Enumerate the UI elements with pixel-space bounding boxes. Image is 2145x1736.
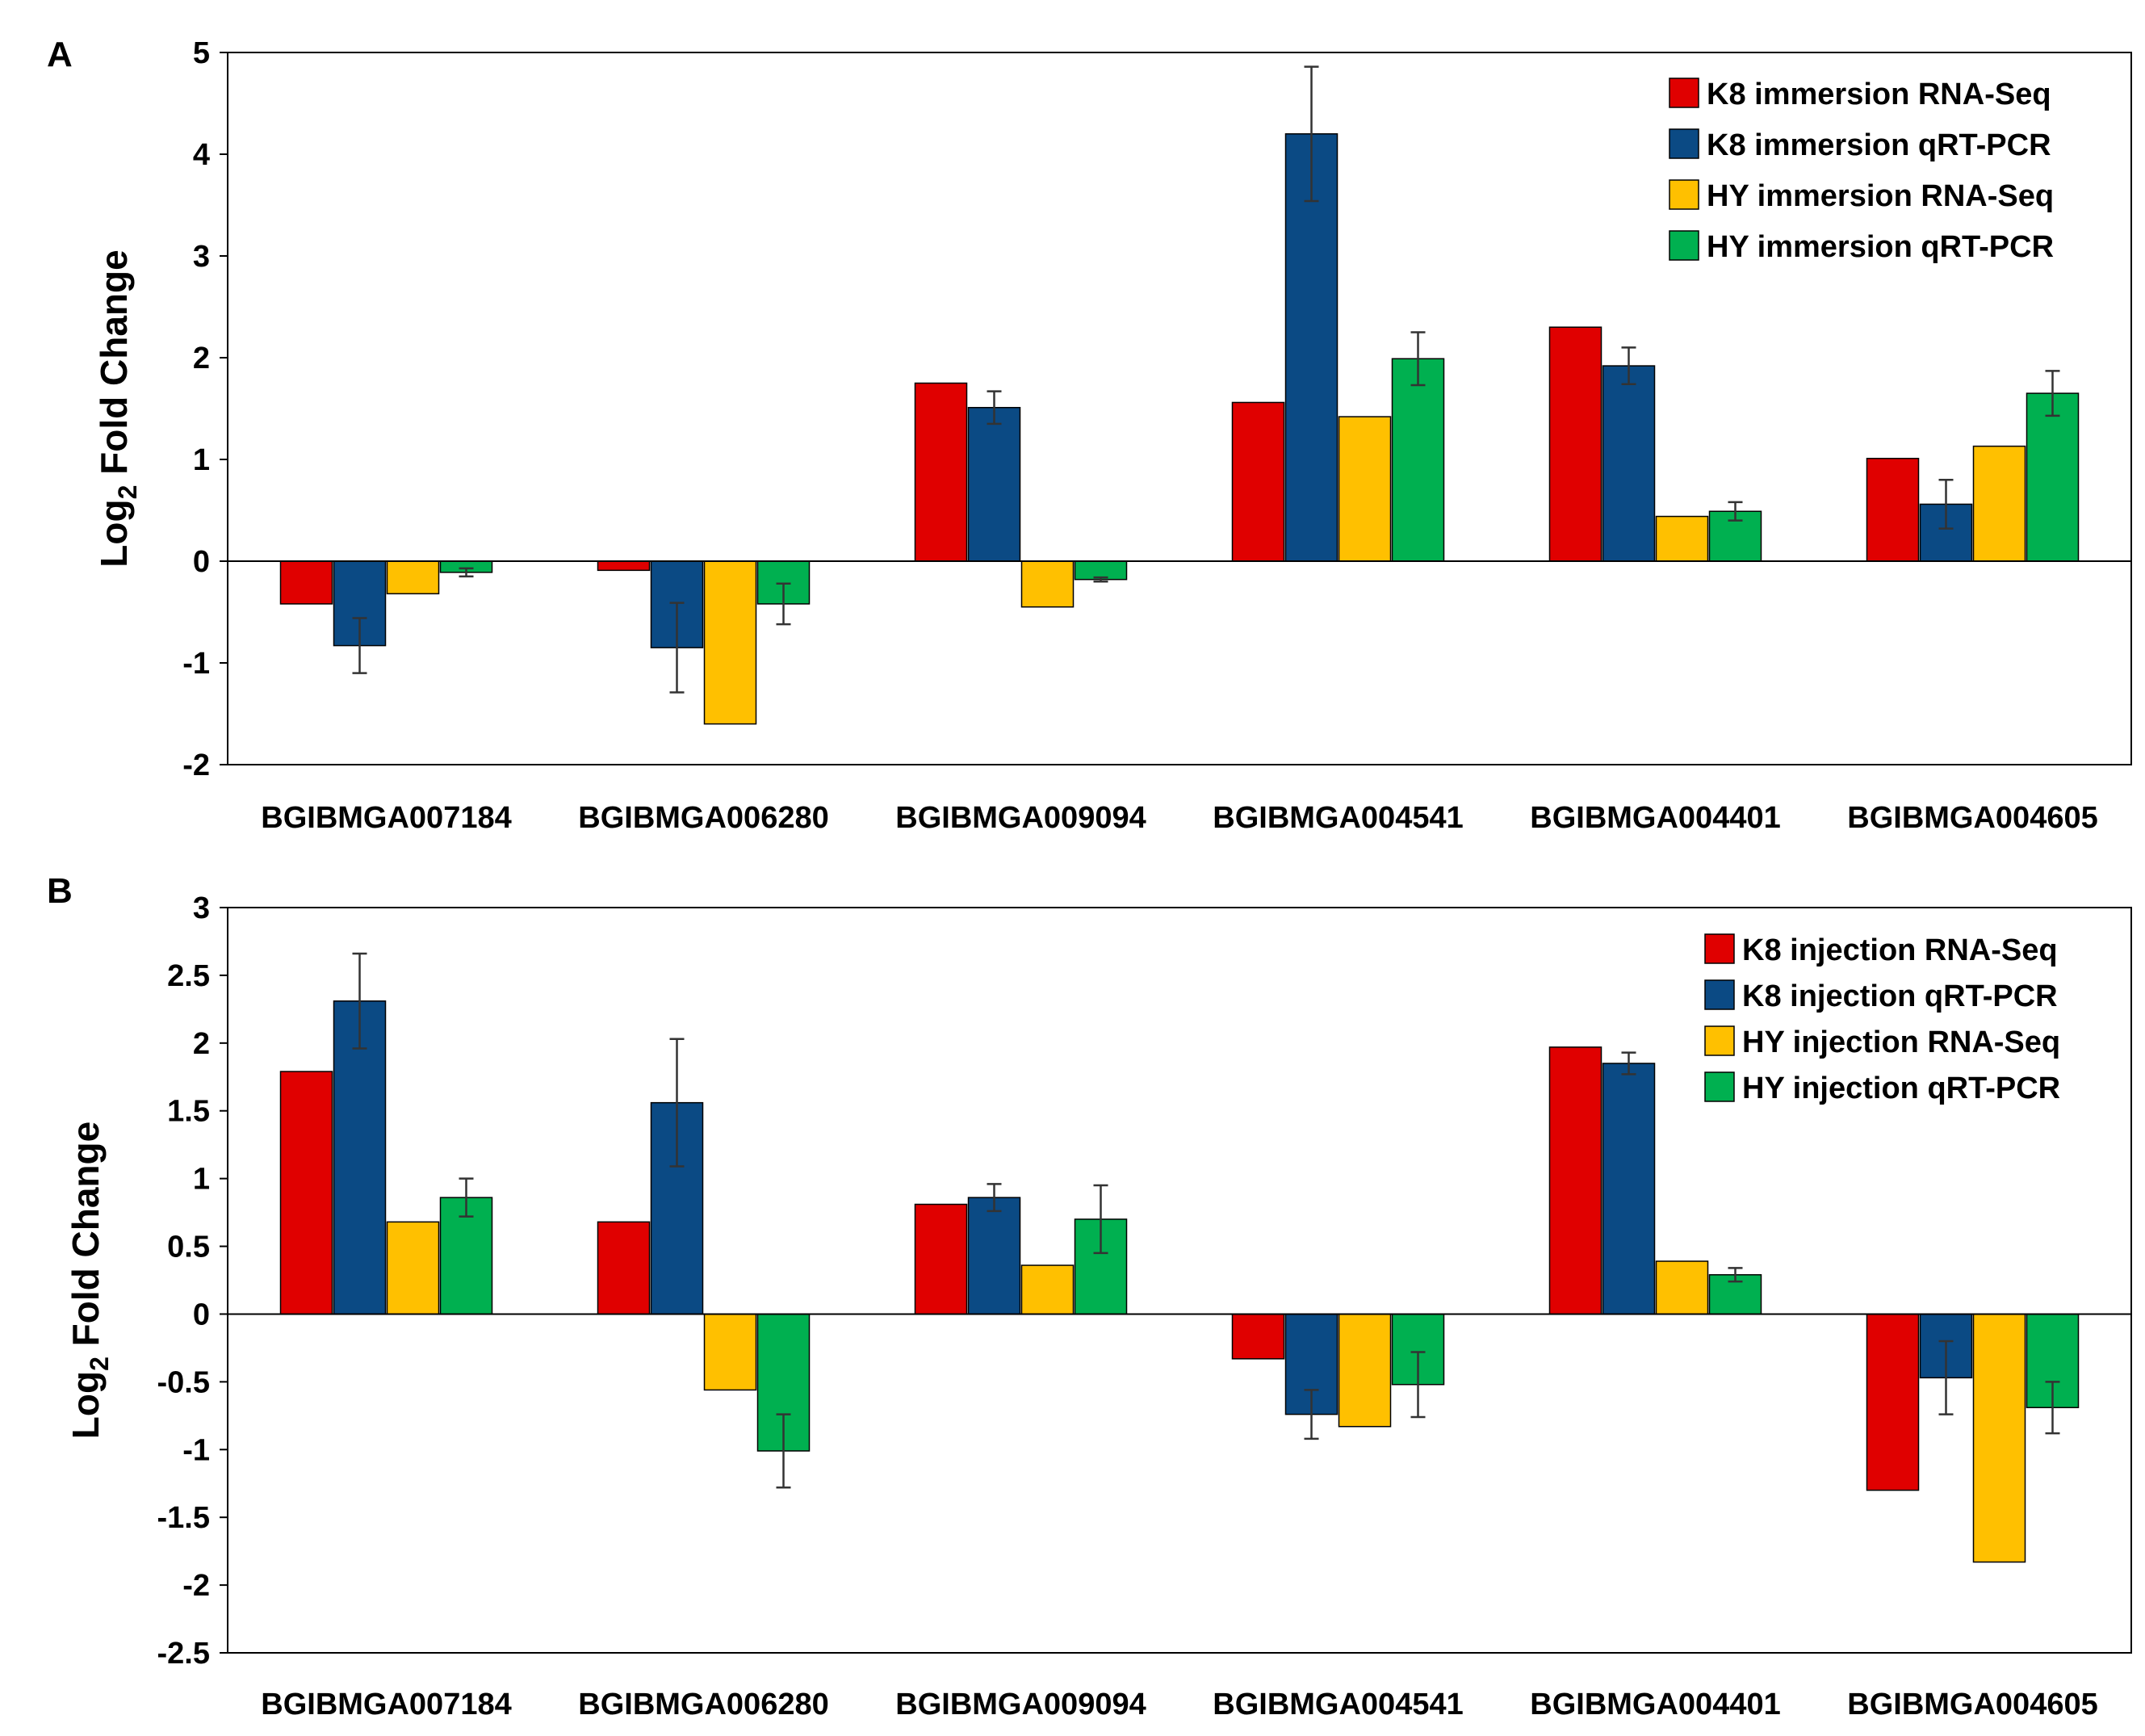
- y-tick-label: 2: [193, 342, 210, 375]
- legend-swatch: [1669, 230, 1699, 261]
- y-tick-label: 2.5: [167, 959, 210, 993]
- legend-entry: HY immersion qRT-PCR: [1707, 230, 2054, 264]
- bar: [279, 560, 333, 605]
- bar: [1020, 560, 1075, 608]
- bar: [1391, 358, 1445, 562]
- bar: [279, 1071, 333, 1315]
- legend: K8 immersion RNA-Seq K8 immersion qRT-PCR…: [1669, 78, 2054, 264]
- bar: [1919, 503, 1973, 562]
- category-label: BGIBMGA006280: [578, 1688, 828, 1721]
- panel-label: B: [47, 871, 73, 911]
- category-label: BGIBMGA009094: [895, 801, 1146, 835]
- plot-frame: [227, 907, 2132, 1654]
- y-tick-label: -2.5: [157, 1637, 210, 1671]
- legend-entry: K8 injection qRT-PCR: [1742, 979, 2058, 1013]
- bar: [1231, 1313, 1285, 1360]
- y-tick-label: 5: [193, 36, 210, 70]
- panel-b-chart: -2.5 -2 -1.5 -1 -0.5 0 0.5 1 1.5 2 2.5 3 BGIBMGA0071…: [47, 871, 2132, 1721]
- y-tick-label: 4: [193, 138, 210, 172]
- y-axis-title: Log2 Fold Change: [93, 249, 142, 567]
- legend-entry: HY immersion RNA-Seq: [1707, 179, 2054, 213]
- legend-swatch: [1669, 179, 1699, 210]
- y-tick-label: 2: [193, 1027, 210, 1061]
- legend-swatch: [1704, 933, 1735, 964]
- legend-swatch: [1669, 128, 1699, 159]
- bar: [1866, 1313, 1920, 1491]
- legend-swatch: [1669, 78, 1699, 108]
- category-label: BGIBMGA007184: [261, 1688, 511, 1721]
- bar: [597, 1221, 651, 1315]
- bar: [1972, 445, 2026, 562]
- category-label: BGIBMGA004401: [1530, 801, 1780, 835]
- plot-frame: [227, 52, 2132, 765]
- bar: [1284, 133, 1339, 562]
- y-tick-label: 0.5: [167, 1231, 210, 1264]
- y-tick-label: 1: [193, 443, 210, 477]
- legend-entry: HY injection RNA-Seq: [1742, 1025, 2060, 1059]
- bar: [1866, 457, 1920, 562]
- y-tick-label: -2: [182, 1569, 210, 1603]
- category-label: BGIBMGA004605: [1847, 801, 2097, 835]
- y-tick-label: -1: [182, 1433, 210, 1467]
- bar: [2026, 392, 2080, 562]
- category-label: BGIBMGA004541: [1213, 801, 1463, 835]
- bar: [1972, 1313, 2026, 1563]
- y-tick-label: 0: [193, 1298, 210, 1331]
- bar: [967, 1197, 1021, 1315]
- bar: [386, 560, 440, 595]
- bar: [1548, 326, 1602, 562]
- bar: [333, 1000, 387, 1315]
- bar: [703, 560, 757, 725]
- bar: [1602, 1063, 1656, 1315]
- bar: [703, 1313, 757, 1391]
- y-tick-label: 3: [193, 240, 210, 274]
- bar: [1231, 401, 1285, 562]
- legend-swatch: [1704, 979, 1735, 1010]
- y-tick-label: -2: [182, 748, 210, 782]
- category-label: BGIBMGA004541: [1213, 1688, 1463, 1721]
- bar: [1655, 515, 1709, 562]
- legend: K8 injection RNA-Seq K8 injection qRT-PCR…: [1704, 933, 2060, 1105]
- bar: [967, 406, 1021, 562]
- bar: [914, 1203, 968, 1315]
- bar: [1602, 365, 1656, 562]
- y-tick-label: 3: [193, 891, 210, 925]
- category-label: BGIBMGA009094: [895, 1688, 1146, 1721]
- y-tick-label: -1: [182, 647, 210, 681]
- category-label: BGIBMGA004401: [1530, 1688, 1780, 1721]
- bar: [386, 1221, 440, 1315]
- y-axis-title: Log2 Fold Change: [65, 1122, 114, 1439]
- legend-entry: HY injection qRT-PCR: [1742, 1071, 2060, 1105]
- y-tick-label: 1.5: [167, 1095, 210, 1129]
- bar: [914, 382, 968, 562]
- legend-swatch: [1704, 1071, 1735, 1102]
- legend-entry: K8 injection RNA-Seq: [1742, 933, 2058, 967]
- bar: [1338, 1313, 1392, 1428]
- y-tick-label: 1: [193, 1163, 210, 1197]
- panel-a-chart: -2 -1 0 1 2 3 4 5 BGIBMGA007184 BGIBMGA006280 BGIB…: [47, 35, 2132, 835]
- category-label: BGIBMGA004605: [1847, 1688, 2097, 1721]
- bar: [1548, 1046, 1602, 1315]
- bar: [1020, 1264, 1075, 1315]
- bar: [1338, 416, 1392, 562]
- legend-entry: K8 immersion qRT-PCR: [1707, 128, 2051, 162]
- legend-swatch: [1704, 1025, 1735, 1056]
- y-tick-label: 0: [193, 545, 210, 579]
- category-label: BGIBMGA006280: [578, 801, 828, 835]
- panel-label: A: [47, 35, 73, 74]
- bar: [597, 560, 651, 572]
- legend-entry: K8 immersion RNA-Seq: [1707, 78, 2051, 111]
- category-label: BGIBMGA007184: [261, 801, 511, 835]
- y-tick-label: -1.5: [157, 1501, 210, 1535]
- y-tick-label: -0.5: [157, 1365, 210, 1399]
- bar: [1655, 1260, 1709, 1315]
